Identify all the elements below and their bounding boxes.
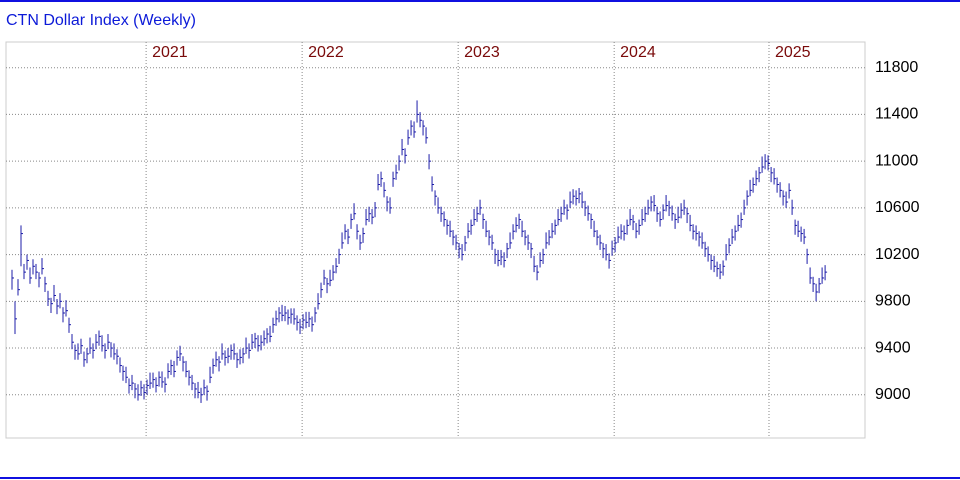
y-tick-label: 9000 <box>875 386 911 403</box>
chart-title: CTN Dollar Index (Weekly) <box>6 12 196 29</box>
y-tick-label: 11400 <box>875 106 918 123</box>
y-tick-label: 9400 <box>875 339 911 356</box>
year-label: 2022 <box>308 44 344 61</box>
year-label: 2025 <box>775 44 811 61</box>
plot-frame <box>5 41 866 439</box>
year-label: 2023 <box>464 44 500 61</box>
y-tick-label: 11800 <box>875 59 918 76</box>
y-tick-label: 9800 <box>875 293 911 310</box>
year-label: 2024 <box>620 44 656 61</box>
y-tick-label: 10600 <box>875 199 920 216</box>
y-tick-label: 11000 <box>875 152 918 169</box>
y-tick-label: 10200 <box>875 246 920 263</box>
year-label: 2021 <box>152 44 188 61</box>
